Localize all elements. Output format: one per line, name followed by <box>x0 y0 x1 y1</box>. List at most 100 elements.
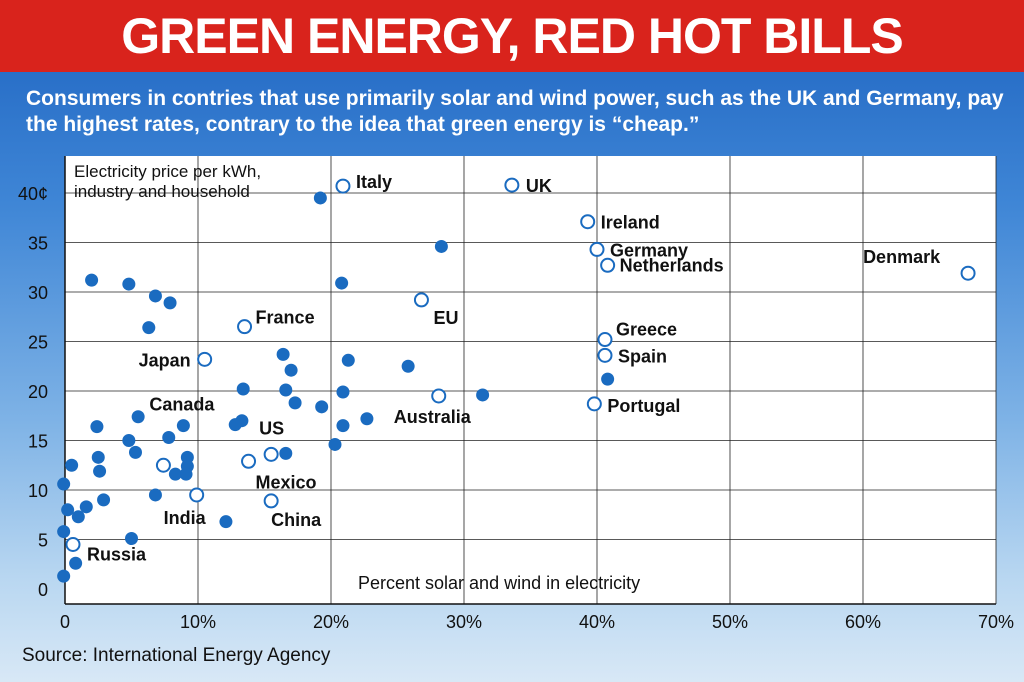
data-point <box>97 493 111 507</box>
label-greece: Greece <box>616 320 677 340</box>
label-spain: Spain <box>618 346 667 366</box>
data-point <box>288 396 302 410</box>
label-italy: Italy <box>356 172 392 192</box>
label-ireland: Ireland <box>601 213 660 233</box>
point-italy <box>335 178 351 194</box>
data-point <box>219 515 233 529</box>
x-tick-label: 60% <box>845 612 881 632</box>
label-germany: Germany <box>610 240 688 260</box>
data-point <box>341 353 355 367</box>
data-point <box>71 510 85 524</box>
label-canada: Canada <box>149 394 215 414</box>
point-uk <box>504 177 520 193</box>
point-greece <box>597 332 613 348</box>
data-point <box>313 191 327 205</box>
grid <box>65 156 997 604</box>
data-point <box>279 383 293 397</box>
data-point <box>57 477 71 491</box>
point-eu <box>413 292 429 308</box>
point-canada <box>155 457 171 473</box>
label-china: China <box>271 510 322 530</box>
data-point <box>335 276 349 290</box>
label-russia: Russia <box>87 544 147 564</box>
data-point <box>91 450 105 464</box>
data-point <box>142 321 156 335</box>
label-portugal: Portugal <box>607 396 680 416</box>
label-japan: Japan <box>139 350 191 370</box>
y-tick-label: 30 <box>28 283 48 303</box>
point-germany <box>589 241 605 257</box>
label-denmark: Denmark <box>863 247 941 267</box>
y-tick-label: 0 <box>38 580 48 600</box>
x-tick-label: 20% <box>313 612 349 632</box>
y-tick-label: 40¢ <box>18 184 48 204</box>
data-point <box>122 434 136 447</box>
point-netherlands <box>600 257 616 273</box>
point-portugal <box>586 396 602 412</box>
data-point <box>180 450 194 464</box>
y-tick-label: 10 <box>28 481 48 501</box>
data-point <box>65 458 79 472</box>
data-point <box>336 419 350 433</box>
axes: 0 10% 20% 30% 40% 50% 60% 70% 0 5 10 15 20 25 30 35 40¢ <box>18 156 1014 632</box>
point-us <box>263 446 279 462</box>
point-mexico <box>241 453 257 469</box>
data-point <box>168 467 182 481</box>
data-point <box>401 359 415 373</box>
label-netherlands: Netherlands <box>620 255 724 275</box>
point-france <box>237 319 253 335</box>
x-tick-label: 0 <box>60 612 70 632</box>
x-tick-label: 30% <box>446 612 482 632</box>
data-point <box>57 525 71 539</box>
label-mexico: Mexico <box>256 472 317 492</box>
data-point <box>163 296 177 310</box>
subheadline: Consumers in contries that use primarily… <box>26 87 1004 136</box>
x-axis-title: Percent solar and wind in electricity <box>358 573 640 593</box>
data-point <box>328 437 342 451</box>
point-denmark <box>960 265 976 281</box>
data-point <box>284 363 298 377</box>
data-point <box>148 488 162 502</box>
label-france: France <box>256 308 315 328</box>
data-point <box>236 382 250 396</box>
data-points <box>57 177 976 583</box>
data-point <box>122 277 136 291</box>
y-tick-label: 5 <box>38 531 48 551</box>
data-point <box>69 556 83 570</box>
data-point <box>176 419 190 433</box>
source-note: Source: International Energy Agency <box>22 645 331 666</box>
data-point <box>90 420 104 434</box>
x-tick-label: 70% <box>978 612 1014 632</box>
point-china <box>263 493 279 509</box>
x-tick-label: 10% <box>180 612 216 632</box>
point-japan <box>197 351 213 367</box>
y-axis-title-line-2: industry and household <box>74 182 250 201</box>
point-ireland <box>580 214 596 230</box>
data-point <box>162 431 176 445</box>
label-uk: UK <box>526 176 552 196</box>
data-point <box>148 289 162 303</box>
data-point <box>434 239 448 253</box>
data-point <box>315 400 329 414</box>
data-point <box>79 500 93 514</box>
data-point <box>360 412 374 426</box>
point-australia <box>431 388 447 404</box>
data-point <box>279 446 293 460</box>
data-point <box>131 410 145 424</box>
data-point <box>476 388 490 402</box>
headline: GREEN ENERGY, RED HOT BILLS <box>0 0 1024 72</box>
x-tick-label: 50% <box>712 612 748 632</box>
x-tick-label: 40% <box>579 612 615 632</box>
label-us: US <box>259 418 284 438</box>
y-tick-label: 25 <box>28 333 48 353</box>
data-point <box>61 503 75 517</box>
data-point <box>601 372 615 386</box>
y-tick-label: 20 <box>28 382 48 402</box>
data-point <box>125 532 138 546</box>
data-point <box>128 445 142 459</box>
data-point <box>336 385 350 399</box>
data-point <box>93 464 107 478</box>
label-eu: EU <box>433 308 458 328</box>
